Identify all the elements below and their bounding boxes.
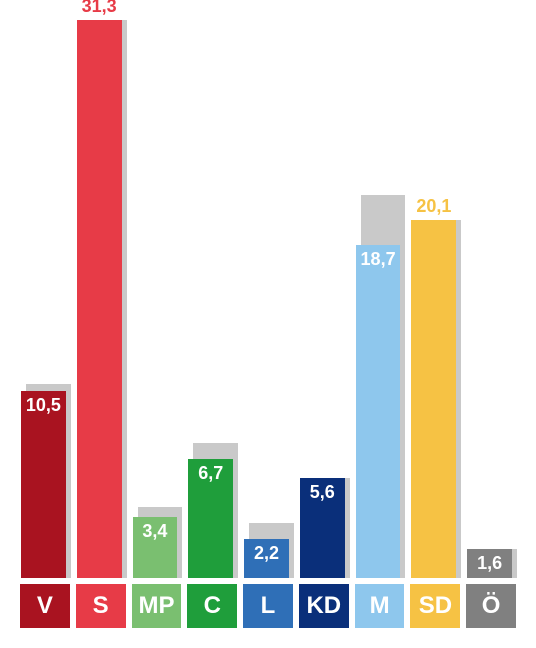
bar-value-ö: 1,6 [467, 553, 512, 574]
bar-value-m: 18,7 [356, 249, 401, 270]
bar-v: 10,5 [21, 391, 66, 578]
bar-mp: 3,4 [133, 517, 178, 578]
axis-label-m: M [355, 584, 405, 628]
bar-value-v: 10,5 [21, 395, 66, 416]
axis-label-sd: SD [410, 584, 460, 628]
bar-kd: 5,6 [300, 478, 345, 578]
bar-sd: 20,1 [411, 220, 456, 578]
axis-label-v: V [20, 584, 70, 628]
bar-value-c: 6,7 [188, 463, 233, 484]
axis-label-s: S [76, 584, 126, 628]
axis-label-kd: KD [299, 584, 349, 628]
bar-value-sd: 20,1 [411, 196, 456, 217]
bar-slot-kd: 5,6 [299, 20, 349, 578]
bar-slot-ö: 1,6 [466, 20, 516, 578]
bar-slot-mp: 3,4 [132, 20, 182, 578]
bar-c: 6,7 [188, 459, 233, 578]
axis-label-l: L [243, 584, 293, 628]
bar-value-kd: 5,6 [300, 482, 345, 503]
bar-slot-m: 18,7 [355, 20, 405, 578]
bar-slot-sd: 20,1 [410, 20, 460, 578]
axis-label-mp: MP [132, 584, 182, 628]
axis-label-c: C [187, 584, 237, 628]
chart-plot-area: 10,5 31,3 3,4 6,7 2,2 5,6 18,7 20,1 1,6 [20, 20, 516, 578]
axis-label-ö: Ö [466, 584, 516, 628]
bar-m: 18,7 [356, 245, 401, 578]
bar-slot-l: 2,2 [243, 20, 293, 578]
bar-value-mp: 3,4 [133, 521, 178, 542]
bar-value-s: 31,3 [77, 0, 122, 17]
bar-ö: 1,6 [467, 549, 512, 578]
bar-slot-v: 10,5 [20, 20, 70, 578]
chart-x-axis: VSMPCLKDMSDÖ [20, 584, 516, 628]
poll-bar-chart: 10,5 31,3 3,4 6,7 2,2 5,6 18,7 20,1 1,6 VSMPCLKD… [0, 0, 536, 648]
bar-slot-c: 6,7 [187, 20, 237, 578]
bar-s: 31,3 [77, 20, 122, 578]
bar-value-l: 2,2 [244, 543, 289, 564]
bar-l: 2,2 [244, 539, 289, 578]
bar-slot-s: 31,3 [76, 20, 126, 578]
